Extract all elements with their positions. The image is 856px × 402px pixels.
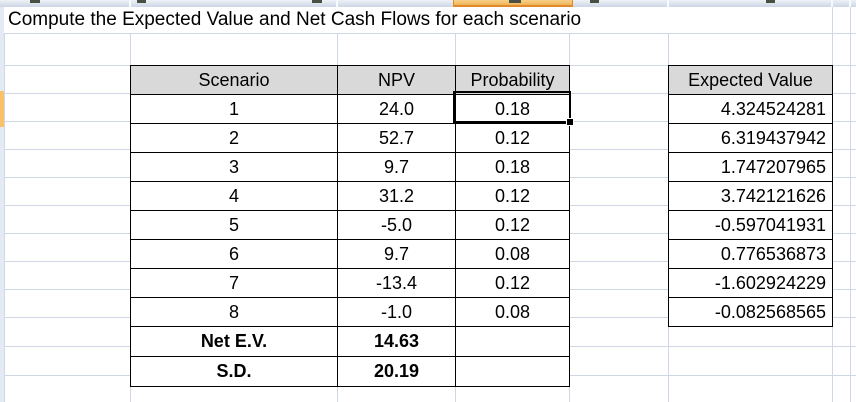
sd-label-cell[interactable]: S.D. xyxy=(130,356,338,387)
cell-npv-1[interactable]: 24.0 xyxy=(337,94,456,124)
cell-npv-3[interactable]: 9.7 xyxy=(337,152,456,182)
table-row: 8 -1.0 0.08 xyxy=(130,297,570,327)
cell-probability-8[interactable]: 0.08 xyxy=(455,297,570,327)
cell-probability-3[interactable]: 0.18 xyxy=(455,152,570,182)
cell-scenario-2[interactable]: 2 xyxy=(130,123,338,153)
table-row: 3.742121626 xyxy=(668,181,833,211)
table-row: -1.602924229 xyxy=(668,268,833,298)
gridline xyxy=(832,7,833,402)
probability-header-cell[interactable]: Probability xyxy=(455,65,570,95)
sd-empty-cell[interactable] xyxy=(455,356,570,387)
column-letter-fragment xyxy=(137,0,146,3)
cell-scenario-6[interactable]: 6 xyxy=(130,239,338,269)
column-separator xyxy=(129,0,131,7)
selected-row-header[interactable] xyxy=(0,91,4,127)
column-header-strip[interactable] xyxy=(0,0,856,7)
column-letter-fragment xyxy=(509,0,521,3)
cell-scenario-5[interactable]: 5 xyxy=(130,210,338,240)
selected-cell-outline xyxy=(453,91,574,126)
column-letter-fragment xyxy=(766,0,775,3)
cell-expected-value-8[interactable]: -0.082568565 xyxy=(668,297,833,327)
column-separator xyxy=(336,0,338,7)
npv-header-cell[interactable]: NPV xyxy=(337,65,456,95)
cell-npv-7[interactable]: -13.4 xyxy=(337,268,456,298)
cell-probability-7[interactable]: 0.12 xyxy=(455,268,570,298)
column-letter-fragment xyxy=(590,0,599,3)
cell-expected-value-4[interactable]: 3.742121626 xyxy=(668,181,833,211)
cell-scenario-3[interactable]: 3 xyxy=(130,152,338,182)
cell-scenario-1[interactable]: 1 xyxy=(130,94,338,124)
table-row: -0.597041931 xyxy=(668,210,833,240)
cell-npv-6[interactable]: 9.7 xyxy=(337,239,456,269)
title-cell[interactable]: Compute the Expected Value and Net Cash … xyxy=(4,7,672,33)
cell-expected-value-5[interactable]: -0.597041931 xyxy=(668,210,833,240)
table-row: 3 9.7 0.18 xyxy=(130,152,570,182)
table-row: 2 52.7 0.12 xyxy=(130,123,570,153)
expected-value-table: Expected Value 4.324524281 6.319437942 1… xyxy=(668,65,833,327)
cell-expected-value-6[interactable]: 0.776536873 xyxy=(668,239,833,269)
cell-probability-6[interactable]: 0.08 xyxy=(455,239,570,269)
table-row: 6.319437942 xyxy=(668,123,833,153)
title-text: Compute the Expected Value and Net Cash … xyxy=(8,9,582,30)
table-row: 7 -13.4 0.12 xyxy=(130,268,570,298)
cell-npv-2[interactable]: 52.7 xyxy=(337,123,456,153)
net-ev-empty-cell[interactable] xyxy=(455,326,570,357)
gridline xyxy=(4,7,5,402)
column-letter-fragment xyxy=(30,0,40,3)
cell-npv-8[interactable]: -1.0 xyxy=(337,297,456,327)
table-row: 4.324524281 xyxy=(668,94,833,124)
cell-expected-value-1[interactable]: 4.324524281 xyxy=(668,94,833,124)
gridline xyxy=(569,7,570,402)
column-separator xyxy=(849,0,851,7)
cell-probability-5[interactable]: 0.12 xyxy=(455,210,570,240)
column-separator xyxy=(831,0,833,7)
scenario-table: Scenario NPV Probability 1 24.0 0.18 2 5… xyxy=(130,65,570,387)
cell-npv-5[interactable]: -5.0 xyxy=(337,210,456,240)
table-row: 6 9.7 0.08 xyxy=(130,239,570,269)
cell-expected-value-7[interactable]: -1.602924229 xyxy=(668,268,833,298)
fill-handle[interactable] xyxy=(566,118,574,126)
column-letter-fragment xyxy=(312,0,322,3)
net-ev-label-cell[interactable]: Net E.V. xyxy=(130,326,338,357)
net-ev-value-cell[interactable]: 14.63 xyxy=(337,326,456,357)
selected-column-header[interactable] xyxy=(453,0,573,7)
sd-row: S.D. 20.19 xyxy=(130,356,570,387)
sd-value-cell[interactable]: 20.19 xyxy=(337,356,456,387)
gridline xyxy=(850,7,851,402)
cell-npv-4[interactable]: 31.2 xyxy=(337,181,456,211)
table-row: 1 24.0 0.18 xyxy=(130,94,570,124)
table-row: 1.747207965 xyxy=(668,152,833,182)
cell-expected-value-3[interactable]: 1.747207965 xyxy=(668,152,833,182)
column-separator xyxy=(667,0,669,7)
cell-probability-4[interactable]: 0.12 xyxy=(455,181,570,211)
cell-expected-value-2[interactable]: 6.319437942 xyxy=(668,123,833,153)
net-ev-row: Net E.V. 14.63 xyxy=(130,326,570,357)
cell-scenario-7[interactable]: 7 xyxy=(130,268,338,298)
expected-value-header-cell[interactable]: Expected Value xyxy=(668,65,833,95)
table-row: -0.082568565 xyxy=(668,297,833,327)
gridline xyxy=(4,33,856,34)
table-row: 4 31.2 0.12 xyxy=(130,181,570,211)
table-header-row: Scenario NPV Probability xyxy=(130,65,570,95)
cell-probability-1-selected[interactable]: 0.18 xyxy=(455,94,570,124)
cell-scenario-4[interactable]: 4 xyxy=(130,181,338,211)
cell-probability-2[interactable]: 0.12 xyxy=(455,123,570,153)
table-header-row: Expected Value xyxy=(668,65,833,95)
table-row: 5 -5.0 0.12 xyxy=(130,210,570,240)
row-header-strip[interactable] xyxy=(0,7,4,402)
cell-scenario-8[interactable]: 8 xyxy=(130,297,338,327)
scenario-header-cell[interactable]: Scenario xyxy=(130,65,338,95)
table-row: 0.776536873 xyxy=(668,239,833,269)
